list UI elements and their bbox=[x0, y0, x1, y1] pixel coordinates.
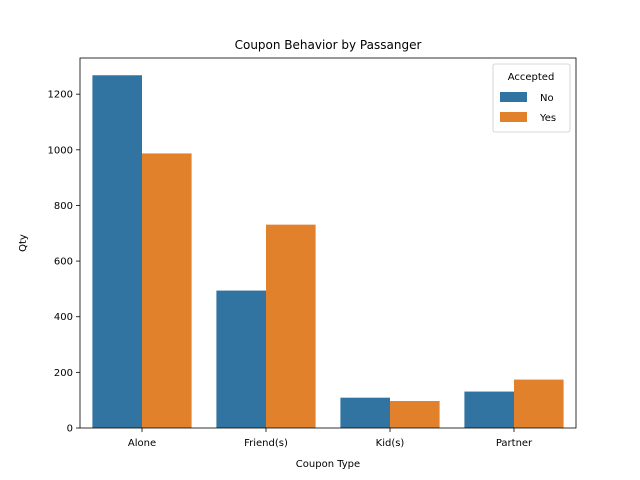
x-tick-label: Alone bbox=[128, 438, 156, 449]
legend-label-no: No bbox=[540, 93, 554, 104]
bar-kids-yes bbox=[390, 401, 440, 428]
legend-swatch-yes bbox=[500, 112, 527, 122]
bar-partner-no bbox=[464, 391, 514, 428]
legend-title: Accepted bbox=[508, 72, 555, 83]
plot-frame bbox=[79, 57, 577, 429]
x-axis: Alone Friend(s) Kid(s) Partner bbox=[128, 428, 533, 449]
plot-area bbox=[92, 75, 564, 429]
y-axis-label: Qty bbox=[18, 234, 29, 252]
x-tick-label: Kid(s) bbox=[376, 438, 405, 449]
bar-friends-no bbox=[216, 290, 266, 428]
y-tick-label: 200 bbox=[54, 368, 73, 379]
y-tick-label: 1000 bbox=[48, 145, 73, 156]
legend-label-yes: Yes bbox=[539, 113, 556, 124]
y-tick-label: 0 bbox=[67, 424, 73, 435]
bar-friends-yes bbox=[266, 224, 316, 428]
y-tick-label: 1200 bbox=[48, 90, 73, 101]
x-tick-label: Friend(s) bbox=[244, 438, 288, 449]
y-axis: 0 200 400 600 800 1000 1200 bbox=[48, 90, 80, 435]
y-tick-label: 600 bbox=[54, 257, 73, 268]
bar-partner-yes bbox=[514, 379, 564, 428]
bar-kids-no bbox=[340, 397, 390, 428]
bar-alone-yes bbox=[142, 153, 192, 428]
legend: Accepted No Yes bbox=[492, 63, 571, 133]
chart-title: Coupon Behavior by Passanger bbox=[235, 38, 422, 52]
legend-swatch-no bbox=[500, 92, 527, 102]
x-axis-label: Coupon Type bbox=[296, 459, 360, 470]
x-tick-label: Partner bbox=[496, 438, 533, 449]
y-tick-label: 400 bbox=[54, 312, 73, 323]
y-tick-label: 800 bbox=[54, 201, 73, 212]
bar-alone-no bbox=[92, 75, 142, 429]
